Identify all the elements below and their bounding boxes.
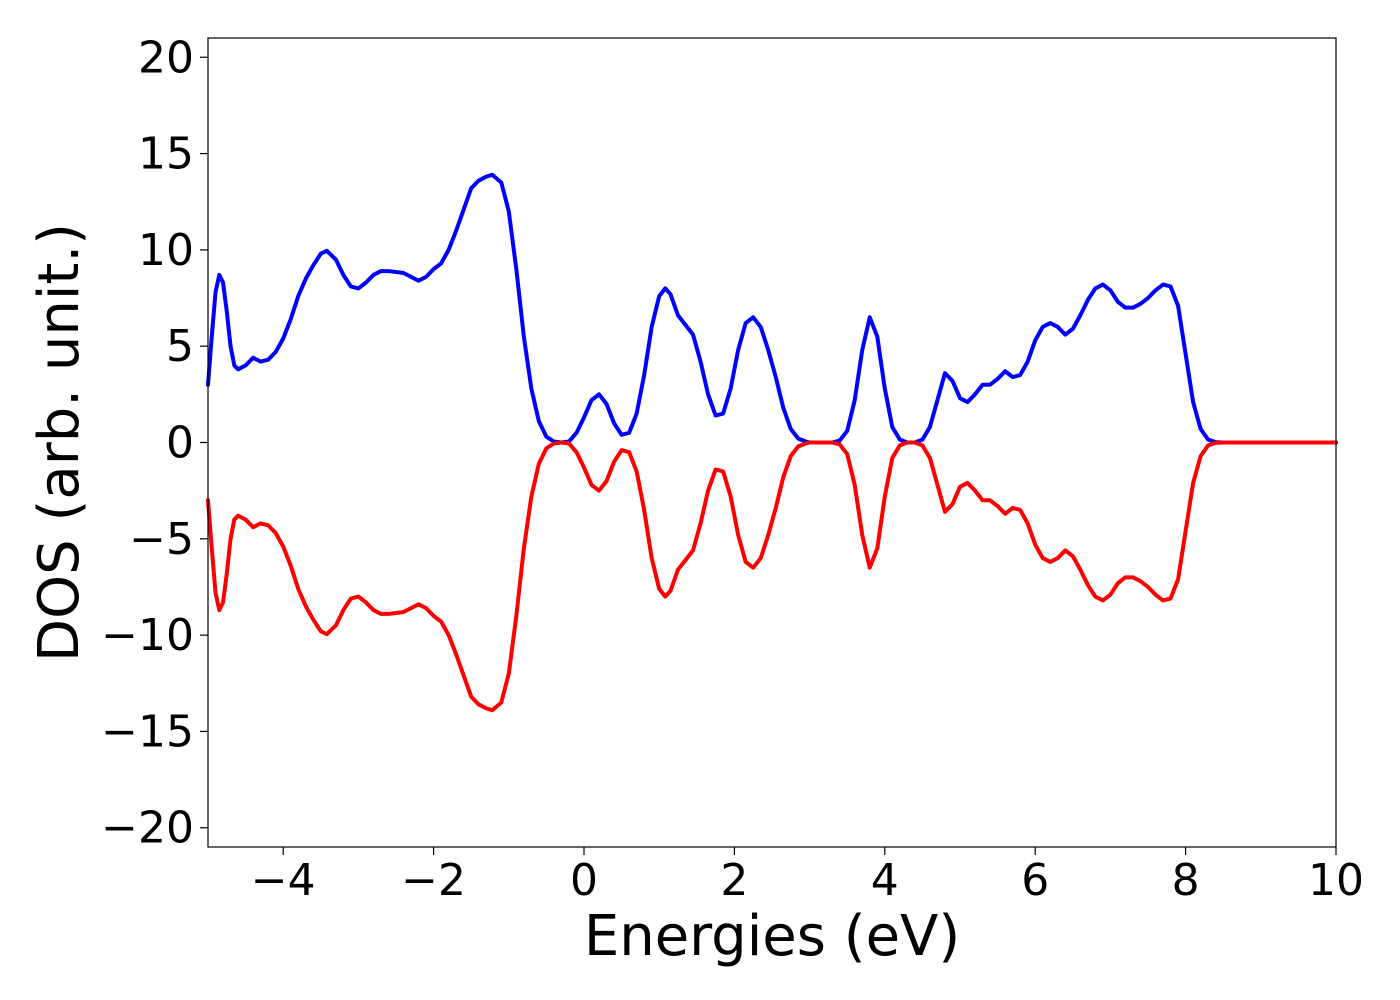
x-axis-label: Energies (eV)	[584, 904, 960, 969]
series-line-1	[206, 172, 1338, 445]
x-tick-label: 6	[1021, 855, 1049, 906]
y-tick-label: −5	[129, 514, 194, 565]
y-tick-label: −10	[101, 610, 194, 661]
y-tick-label: 10	[138, 225, 194, 276]
y-tick-label: −15	[101, 706, 194, 757]
x-tick-label: 10	[1308, 855, 1364, 906]
y-tick-label: 0	[166, 418, 194, 469]
x-tick-label: 2	[720, 855, 748, 906]
y-tick-label: 5	[166, 321, 194, 372]
y-tick-label: −20	[101, 803, 194, 854]
x-tick-label: 8	[1172, 855, 1200, 906]
y-tick-label: 20	[138, 32, 194, 83]
x-tick-label: −4	[251, 855, 316, 906]
y-axis-label: DOS (arb. unit.)	[27, 223, 92, 662]
y-tick-label: 15	[138, 129, 194, 180]
y-axis-ticks: 20 15 10 5 0 −5 −10 −15 −20	[101, 32, 208, 854]
series-layer	[206, 172, 1338, 713]
x-tick-label: −2	[401, 855, 466, 906]
series-line-2	[206, 440, 1338, 713]
x-axis-ticks: −4 −2 0 2 4 6 8 10	[251, 847, 1364, 906]
x-tick-label: 4	[871, 855, 899, 906]
x-tick-label: 0	[570, 855, 598, 906]
